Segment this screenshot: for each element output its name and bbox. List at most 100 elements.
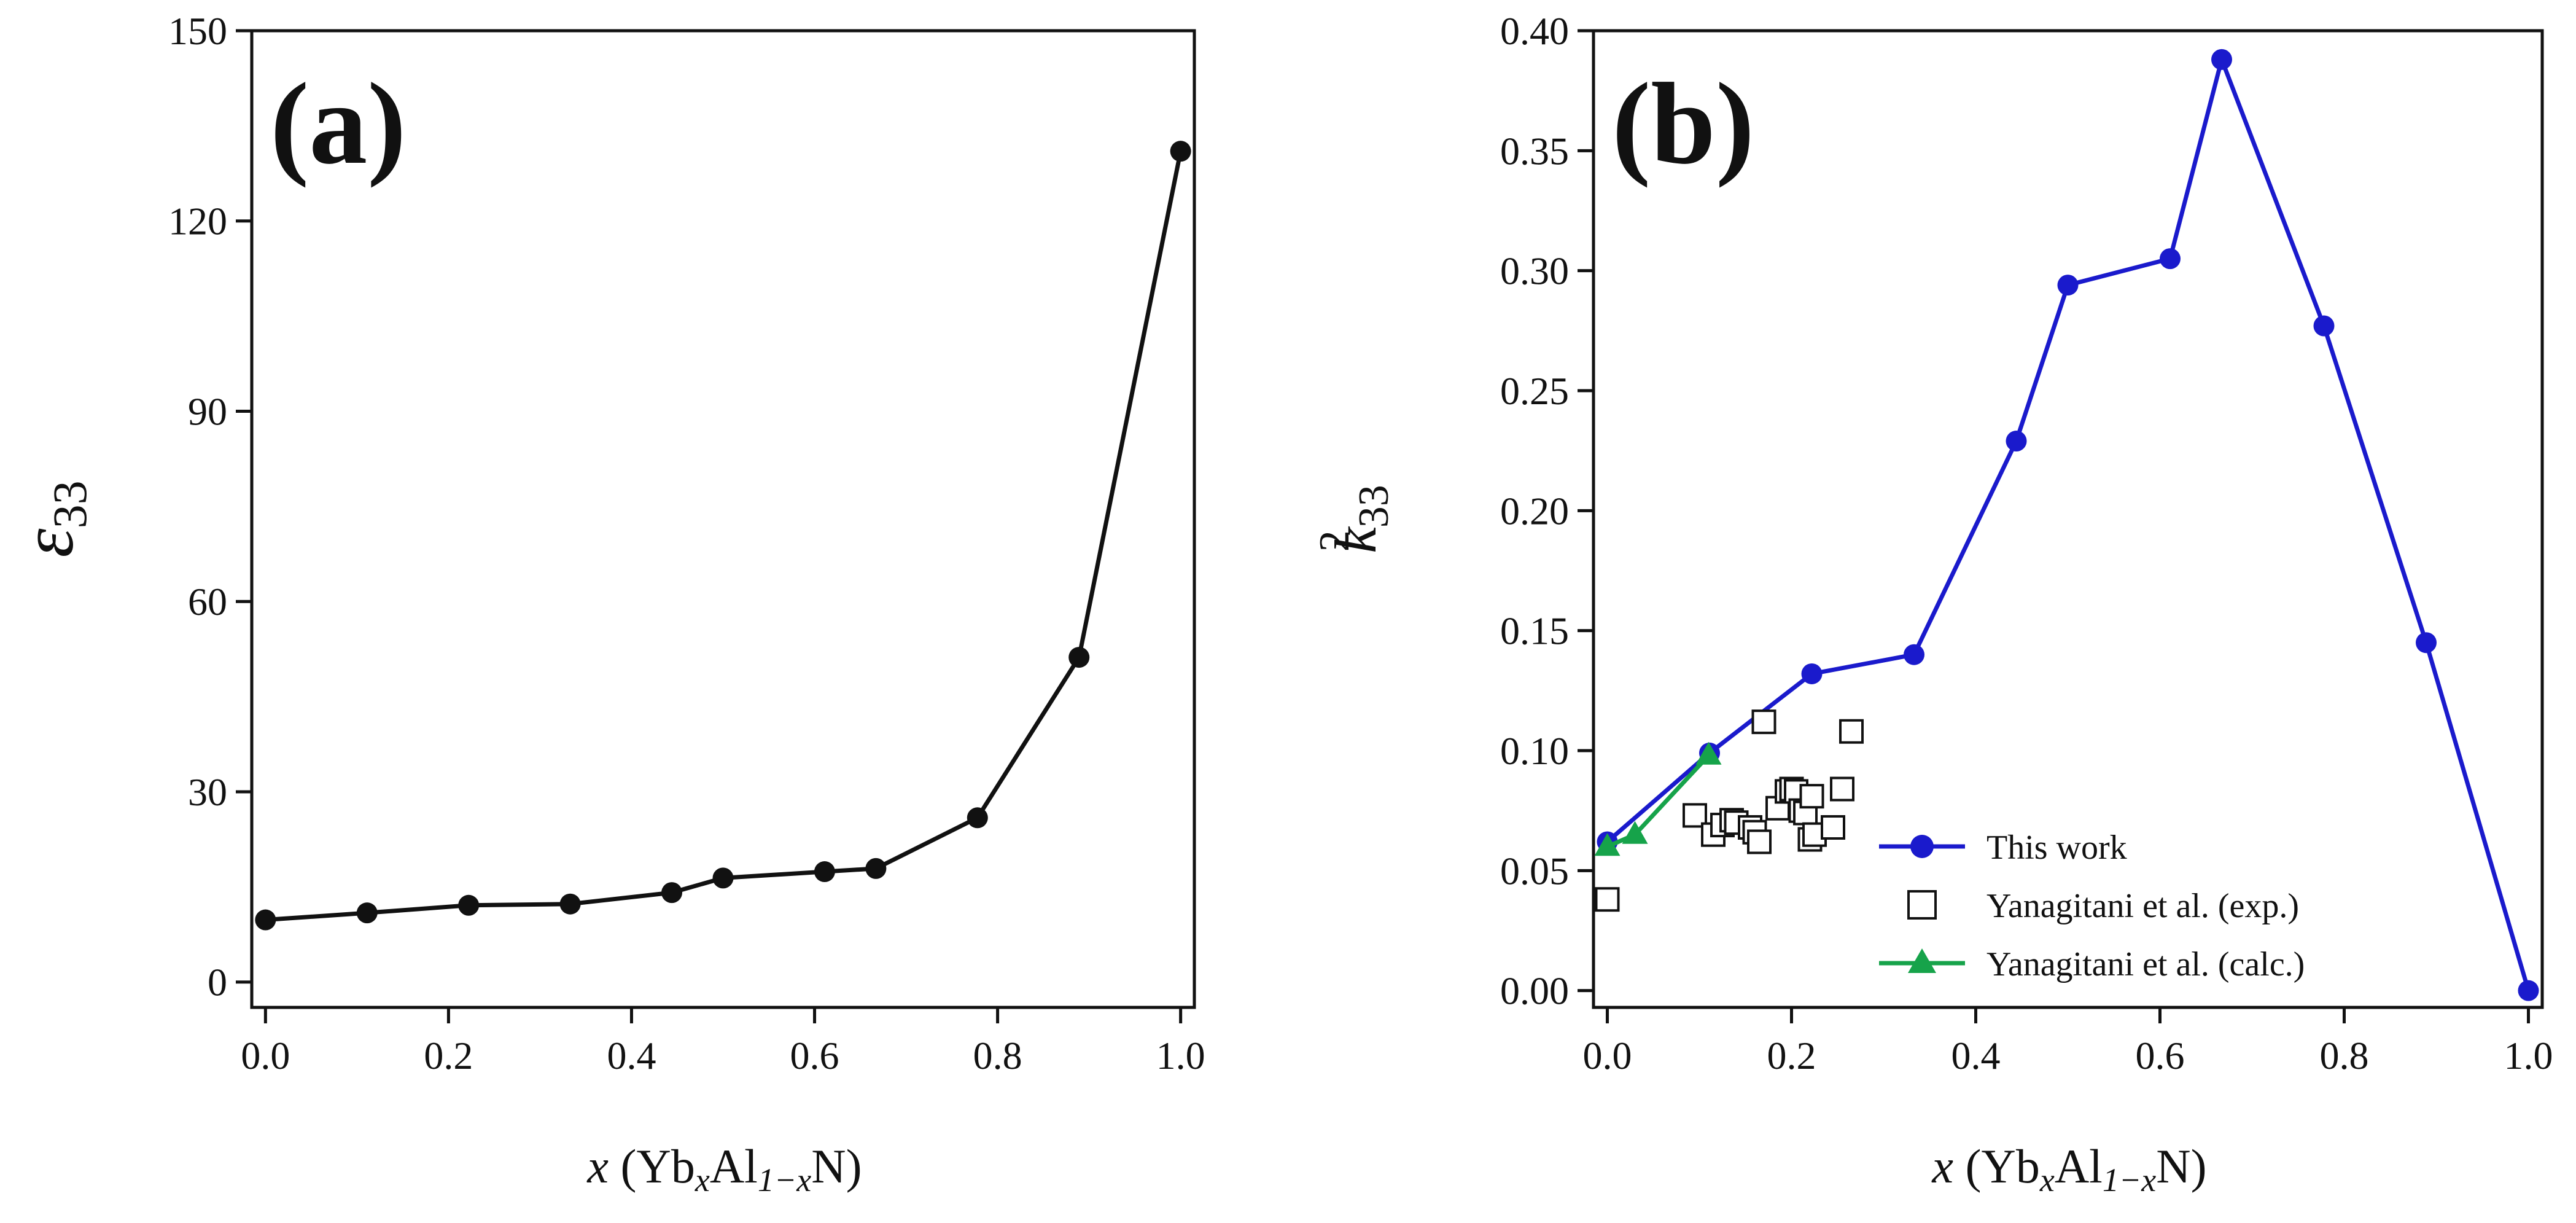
x-axis-formula-mid-a: Al xyxy=(710,1139,758,1193)
data-point xyxy=(1839,719,1864,744)
data-point xyxy=(865,858,887,879)
plot-frame-a xyxy=(250,29,1196,1009)
x-axis-var-b: x xyxy=(1931,1139,1953,1193)
x-tick-label: 0.0 xyxy=(1583,1034,1632,1077)
data-point xyxy=(1799,784,1824,809)
data-point xyxy=(2057,275,2079,296)
x-axis-sub2-b: 1−x xyxy=(2103,1162,2156,1198)
axis-ticks-a: 0.0 0.2 0.4 0.6 0.8 1.0 0 30 60 90 120 150 xyxy=(168,9,1205,1077)
x-tick-label: 0.4 xyxy=(607,1034,656,1077)
data-point xyxy=(712,867,734,889)
data-point xyxy=(2211,49,2232,70)
legend-item: This work xyxy=(1879,829,2127,867)
y-tick-label: 0 xyxy=(208,961,227,1004)
series-group-b xyxy=(1594,49,2539,1001)
x-tick-label: 1.0 xyxy=(1156,1034,1205,1077)
x-tick-label: 0.4 xyxy=(1951,1034,2001,1077)
y-tick-label: 90 xyxy=(188,389,227,433)
series-line xyxy=(265,150,1183,923)
x-axis-formula-post-a: N) xyxy=(811,1139,862,1193)
data-point xyxy=(1747,829,1772,854)
y-axis-title-b: k233 xyxy=(1311,485,1398,553)
data-point xyxy=(661,882,683,904)
y-axis-title-a: ε33 xyxy=(7,480,96,557)
panel-label-a: (a) xyxy=(270,60,407,189)
data-point xyxy=(2416,632,2437,654)
data-point xyxy=(458,894,480,916)
x-tick-label: 0.8 xyxy=(2320,1034,2369,1077)
y-tick-label: 0.05 xyxy=(1500,849,1569,893)
x-tick-label: 1.0 xyxy=(2504,1034,2553,1077)
y-tick-label: 0.35 xyxy=(1500,129,1569,173)
legend-swatch-marker xyxy=(1910,835,1934,858)
y-axis-subscript-a: 33 xyxy=(43,480,96,528)
data-point xyxy=(967,807,988,829)
y-tick-label: 120 xyxy=(168,200,227,243)
legend-item: Yanagitani et al. (calc.) xyxy=(1879,945,2305,983)
legend-swatch-marker xyxy=(1907,890,1937,920)
y-axis-symbol-a: ε xyxy=(7,528,88,558)
x-axis-formula-post-b: N) xyxy=(2156,1139,2206,1193)
series-group-a xyxy=(255,141,1191,931)
series-yanagitani-et-al-exp xyxy=(1595,709,1864,912)
x-tick-label: 0.0 xyxy=(241,1034,290,1077)
data-point xyxy=(1801,663,1823,684)
y-tick-label: 30 xyxy=(188,770,227,814)
x-axis-title-a: x (YbxAl1−xN) xyxy=(586,1139,862,1198)
y-axis-symbol-b: k xyxy=(1323,526,1388,553)
legend-label: This work xyxy=(1986,829,2127,867)
plot-frame-b xyxy=(1592,29,2544,1009)
data-point xyxy=(2313,315,2335,337)
y-tick-label: 0.30 xyxy=(1500,249,1569,293)
data-point xyxy=(1622,821,1648,844)
x-tick-label: 0.6 xyxy=(2136,1034,2185,1077)
data-point xyxy=(1904,644,1924,665)
legend-label: Yanagitani et al. (exp.) xyxy=(1986,887,2299,925)
y-tick-label: 60 xyxy=(188,580,227,623)
x-tick-label: 0.2 xyxy=(424,1034,473,1077)
y-tick-label: 150 xyxy=(168,9,227,53)
x-tick-label: 0.6 xyxy=(790,1034,839,1077)
y-tick-label: 0.40 xyxy=(1500,9,1569,53)
data-point xyxy=(1068,647,1090,668)
x-tick-label: 0.2 xyxy=(1767,1034,1816,1077)
x-axis-formula-mid-b: Al xyxy=(2055,1139,2103,1193)
panel-b: 0.0 0.2 0.4 0.6 0.8 1.0 0.00 0.05 0.10 0.15 0.20 0.… xyxy=(1311,9,2553,1198)
y-axis-subscript-b: 33 xyxy=(1350,485,1398,528)
y-tick-label: 0.10 xyxy=(1500,729,1569,773)
y-axis-superscript-b: 2 xyxy=(1311,530,1358,552)
data-point xyxy=(2006,431,2027,452)
y-tick-label: 0.25 xyxy=(1500,369,1569,413)
series-line xyxy=(1606,754,1711,849)
data-point xyxy=(255,909,276,931)
data-point xyxy=(2518,980,2539,1001)
data-point xyxy=(1751,709,1776,735)
series--33 xyxy=(255,141,1191,931)
y-tick-label: 0.00 xyxy=(1500,969,1569,1013)
data-point xyxy=(1695,741,1722,765)
data-point xyxy=(559,893,581,915)
x-axis-formula-pre-a: (Yb xyxy=(621,1139,695,1193)
y-tick-label: 0.15 xyxy=(1500,609,1569,653)
data-point xyxy=(1821,815,1845,840)
data-point xyxy=(1595,887,1620,912)
x-axis-sub1-a: x xyxy=(695,1162,710,1198)
x-axis-sub2-a: 1−x xyxy=(758,1162,811,1198)
panel-label-b: (b) xyxy=(1612,60,1754,189)
data-point xyxy=(356,902,378,924)
x-axis-title-b: x (YbxAl1−xN) xyxy=(1931,1139,2206,1198)
data-point xyxy=(2160,248,2181,270)
legend: This work Yanagitani et al. (exp.) Yanagit… xyxy=(1879,829,2305,983)
legend-swatch-marker xyxy=(1908,948,1936,973)
x-axis-var-a: x xyxy=(586,1139,609,1193)
axis-ticks-b: 0.0 0.2 0.4 0.6 0.8 1.0 0.00 0.05 0.10 0.15 0.20 0.… xyxy=(1500,9,2553,1077)
x-axis-sub1-b: x xyxy=(2039,1162,2055,1198)
x-axis-formula-pre-b: (Yb xyxy=(1966,1139,2040,1193)
legend-item: Yanagitani et al. (exp.) xyxy=(1907,887,2299,925)
x-tick-label: 0.8 xyxy=(973,1034,1022,1077)
data-point xyxy=(1170,141,1191,162)
data-point xyxy=(814,861,835,883)
data-point xyxy=(1830,776,1854,802)
